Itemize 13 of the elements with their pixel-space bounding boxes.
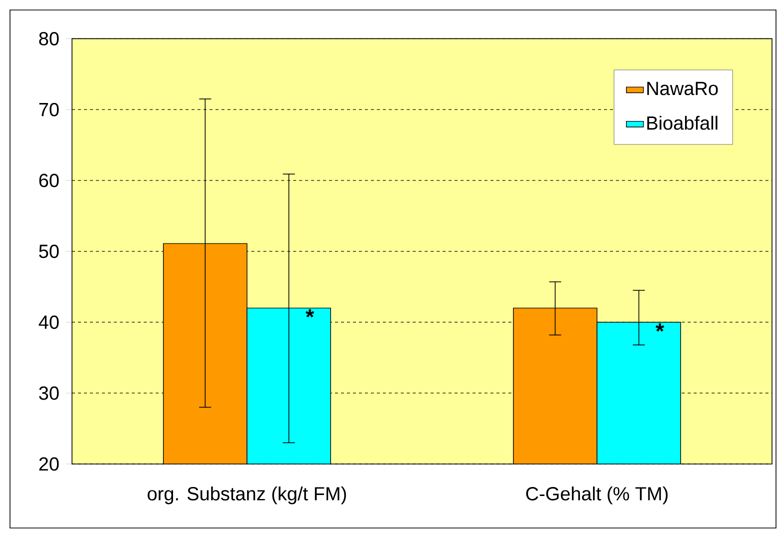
annotation: *: [656, 323, 664, 332]
legend-label: Bioabfall: [647, 116, 718, 130]
y-tick-label: 70: [39, 102, 59, 116]
y-tick-label: 80: [39, 32, 59, 46]
x-tick-label: org. Substanz (kg/t FM): [148, 486, 346, 504]
annotation: *: [306, 309, 314, 318]
y-tick-label: 20: [39, 457, 59, 471]
legend-label: NawaRo: [647, 82, 718, 96]
y-tick-label: 40: [38, 315, 59, 329]
x-tick-label: C-Gehalt (% TM): [526, 486, 668, 504]
y-tick-label: 50: [39, 244, 59, 258]
y-tick-label: 60: [39, 174, 59, 188]
y-tick-label: 30: [39, 386, 59, 400]
